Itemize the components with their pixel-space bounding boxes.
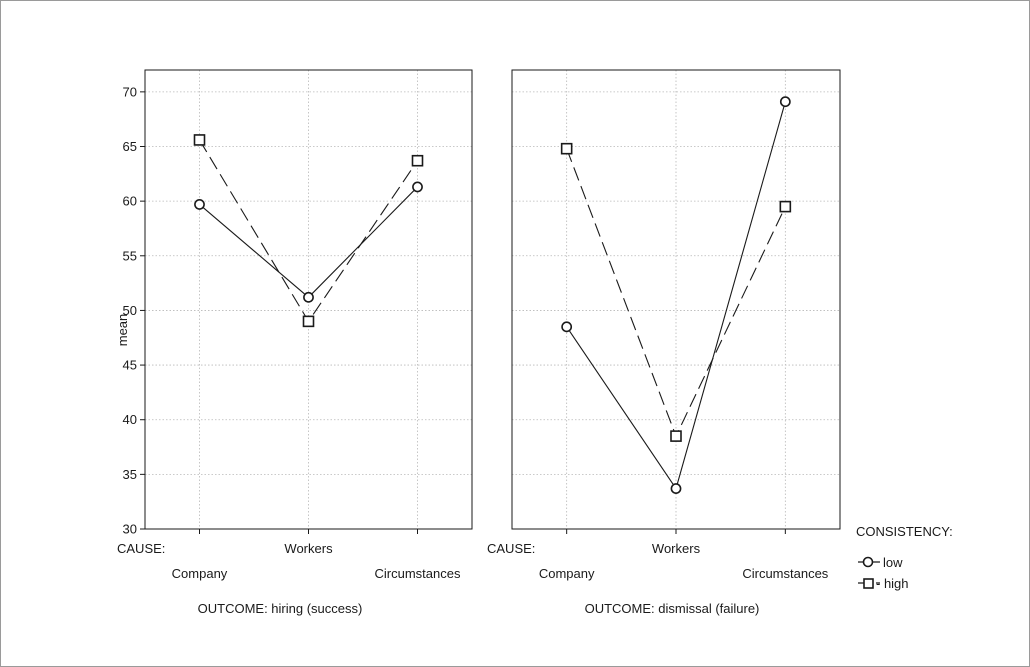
y-tick-label: 35 (123, 467, 137, 482)
data-point-low (194, 199, 205, 210)
panel-caption: OUTCOME: dismissal (failure) (585, 601, 760, 616)
data-point-low (412, 181, 423, 193)
legend-swatch-low-marker (862, 556, 874, 568)
data-point-high (560, 142, 573, 155)
x-tick-label: Company (172, 566, 228, 581)
legend-label-low: low (883, 555, 903, 570)
data-point-high (779, 200, 792, 213)
x-tick-label: Company (539, 566, 595, 581)
legend-title: CONSISTENCY: (856, 524, 953, 539)
x-tick-label: Circumstances (375, 566, 461, 581)
data-point-high (411, 154, 424, 167)
legend-item-high: - high (858, 576, 909, 591)
panel-caption: OUTCOME: hiring (success) (198, 601, 363, 616)
legend-item-low: low (858, 555, 903, 570)
legend: CONSISTENCY: low - high (856, 524, 953, 591)
x-axis-title: CAUSE: (487, 541, 535, 556)
y-tick-label: 30 (123, 522, 137, 537)
data-point-high (193, 134, 206, 146)
plot-area-border (511, 69, 841, 530)
y-tick-label: 70 (123, 84, 137, 99)
legend-swatch-high-marker (863, 578, 874, 589)
panel-hiring: 30 35 40 45 50 55 60 65 70 Company Workers Circumst… (117, 69, 473, 616)
data-point-low (670, 483, 682, 494)
x-tick-label: Circumstances (742, 566, 828, 581)
legend-label-high: - high (876, 576, 909, 591)
x-tick-label: Workers (284, 541, 333, 556)
y-tick-label: 50 (123, 303, 137, 318)
data-point-high (302, 315, 315, 328)
y-tick-label: 45 (123, 358, 137, 373)
x-tick-label: Workers (652, 541, 701, 556)
data-point-low (779, 96, 791, 108)
data-point-low (303, 291, 314, 303)
y-tick-label: 55 (123, 248, 137, 263)
data-point-high (670, 430, 682, 442)
y-axis-title: mean (115, 314, 130, 347)
data-point-low (561, 321, 573, 333)
y-tick-label: 40 (123, 412, 137, 427)
x-axis-title: CAUSE: (117, 541, 165, 556)
y-tick-label: 65 (123, 139, 137, 154)
panel-dismissal: Company Workers Circumstances CAUSE: OUTCOME… (487, 69, 841, 616)
y-tick-label: 60 (123, 194, 137, 209)
